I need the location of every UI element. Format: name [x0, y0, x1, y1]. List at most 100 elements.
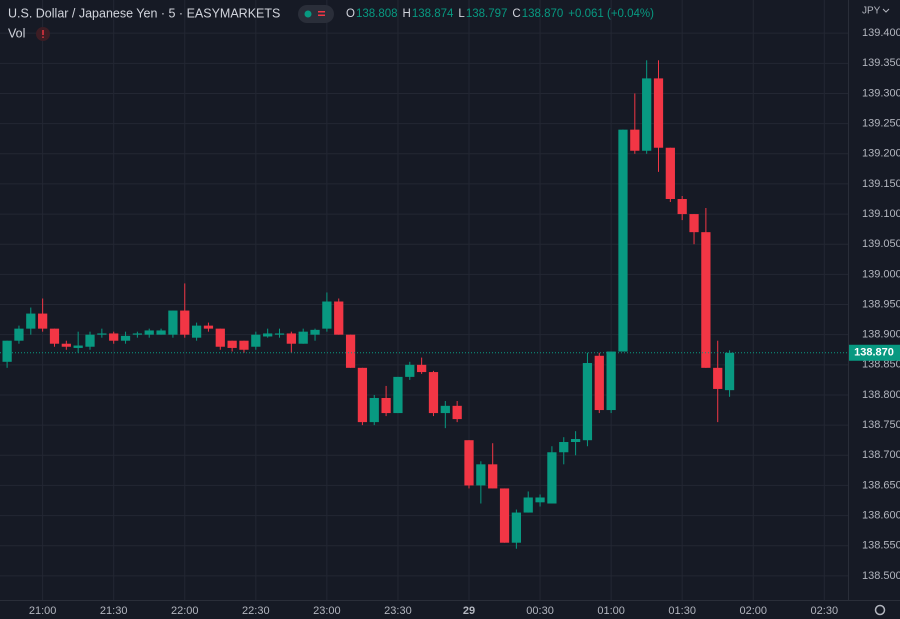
- last-price-tag: [849, 344, 900, 361]
- x-tick-label: 23:00: [313, 605, 341, 617]
- y-tick-label: 138.800: [862, 389, 900, 401]
- grid: [0, 0, 848, 600]
- candle-body: [594, 355, 604, 411]
- candle-body: [405, 364, 415, 377]
- candle-body: [642, 78, 652, 151]
- candle-body: [724, 352, 735, 391]
- candle-body: [381, 397, 391, 414]
- candle-body: [132, 333, 143, 335]
- legend-value: 138.870: [522, 8, 564, 20]
- candle-body: [215, 328, 225, 347]
- candle-body: [559, 442, 569, 453]
- candle-body: [203, 325, 214, 329]
- candle-body: [606, 351, 616, 411]
- chart-title: U.S. Dollar / Japanese Yen · 5 · EASYMAR…: [8, 6, 280, 20]
- candle-body: [488, 464, 498, 489]
- candle-body: [677, 198, 687, 215]
- candle-body: [286, 333, 296, 344]
- candle-body: [440, 405, 450, 414]
- candle-body: [452, 405, 462, 420]
- legend-key: O: [346, 8, 355, 20]
- indicator-label[interactable]: Vol: [8, 26, 25, 40]
- candle-body: [251, 334, 261, 347]
- y-tick-label: 138.900: [862, 329, 900, 341]
- y-tick-label: 138.950: [862, 298, 900, 310]
- status-pill[interactable]: [298, 5, 334, 23]
- candle-body: [227, 340, 237, 348]
- axes: 138.500 138.550 138.600 138.650 138.700 138.7…: [29, 27, 900, 617]
- candle-body: [701, 232, 711, 368]
- legend-key: C: [512, 8, 520, 20]
- candle-body: [191, 325, 202, 338]
- candle-body: [61, 343, 71, 347]
- y-tick-label: 139.250: [862, 118, 900, 130]
- y-tick-label: 139.200: [862, 148, 900, 160]
- candle-body: [97, 333, 107, 335]
- candle-body: [476, 464, 486, 486]
- candle-body: [263, 333, 273, 337]
- candle-body: [49, 328, 60, 344]
- y-tick-label: 139.050: [862, 238, 900, 250]
- candle-body: [618, 129, 628, 352]
- candle-body: [180, 310, 190, 335]
- ohlc-legend: O 138.808 H 138.874 L 138.797 C 138.870 +0.061 (…: [346, 8, 654, 20]
- candle-body: [547, 452, 557, 504]
- candle-body: [369, 397, 379, 423]
- y-tick-label: 139.150: [862, 178, 900, 190]
- status-icon: [318, 11, 325, 13]
- x-tick-label: 01:00: [597, 605, 625, 617]
- candle-body: [73, 345, 83, 348]
- x-tick-label: 29: [463, 605, 475, 617]
- candle-body: [26, 313, 36, 329]
- x-tick-label: 21:00: [29, 605, 57, 617]
- y-tick-label: 139.300: [862, 87, 900, 99]
- status-icon: [318, 14, 325, 16]
- y-tick-label: 138.500: [862, 570, 900, 582]
- x-tick-label: 22:00: [171, 605, 199, 617]
- candle-body: [653, 78, 664, 148]
- y-tick-label: 139.350: [862, 57, 900, 69]
- candle-body: [357, 367, 368, 423]
- candle-body: [109, 333, 119, 341]
- legend-value: 138.874: [412, 8, 454, 20]
- candle-body: [713, 367, 723, 389]
- currency-dropdown[interactable]: [882, 8, 890, 13]
- legend-key: L: [458, 8, 465, 20]
- warning-mark: [42, 36, 44, 38]
- candle-body: [535, 497, 545, 503]
- y-tick-label: 139.000: [862, 268, 900, 280]
- candle-body: [523, 497, 533, 513]
- y-tick-label: 138.550: [862, 540, 900, 552]
- candle-body: [310, 329, 320, 335]
- candle-body: [511, 512, 521, 543]
- candle-body: [322, 301, 332, 329]
- settings-icon[interactable]: [874, 604, 886, 616]
- y-tick-label: 139.100: [862, 208, 900, 220]
- y-tick-label: 138.750: [862, 419, 900, 431]
- candle-body: [464, 440, 474, 486]
- candle-body: [428, 372, 439, 414]
- candle-body: [120, 335, 131, 341]
- y-tick-label: 138.700: [862, 449, 900, 461]
- candle-body: [570, 438, 581, 443]
- warning-mark: [42, 30, 44, 35]
- candle-body: [274, 333, 285, 335]
- y-tick-label: 138.850: [862, 359, 900, 371]
- legend-change: +0.061 (+0.04%): [568, 8, 654, 20]
- candle-body: [298, 331, 308, 344]
- candle-body: [168, 310, 178, 335]
- candle-body: [417, 364, 427, 373]
- candle-body: [156, 330, 166, 335]
- currency-label[interactable]: JPY: [862, 6, 881, 17]
- x-tick-label: 01:30: [668, 605, 696, 617]
- last-price-label: 138.870: [854, 347, 894, 359]
- x-tick-label: 23:30: [384, 605, 412, 617]
- x-tick-label: 02:00: [739, 605, 767, 617]
- legend-key: H: [403, 8, 411, 20]
- candle-body: [393, 376, 403, 414]
- candle-body: [2, 340, 12, 362]
- candle-body: [689, 214, 699, 233]
- y-tick-label: 138.600: [862, 509, 900, 521]
- candle-body: [334, 301, 344, 335]
